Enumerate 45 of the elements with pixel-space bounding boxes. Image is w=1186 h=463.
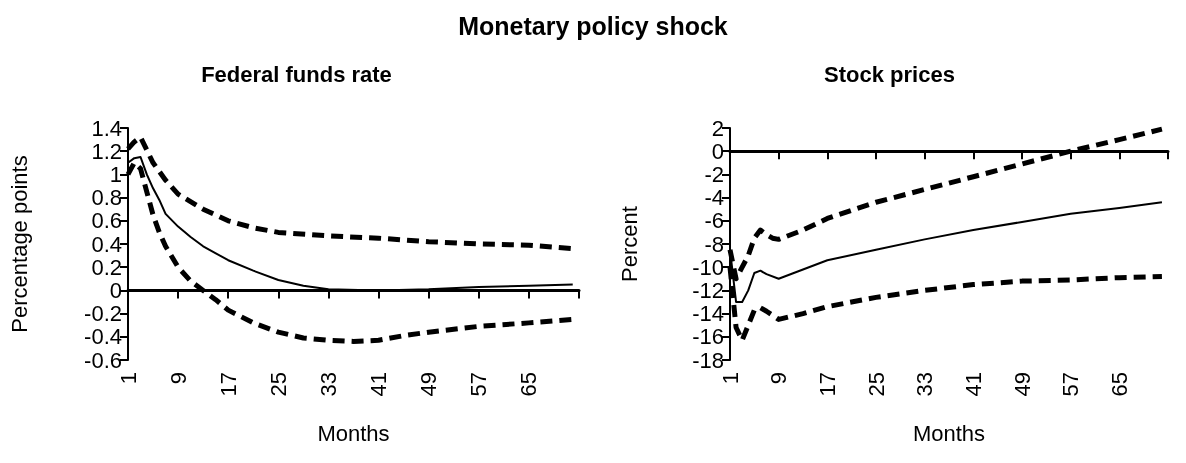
y-tick-label: 0.8 bbox=[91, 185, 122, 211]
y-tick-label: -18 bbox=[692, 347, 724, 373]
y-tick-label: -2 bbox=[704, 161, 724, 187]
text: Monetary policy shock bbox=[457, 12, 729, 41]
y-tick-label: -14 bbox=[692, 301, 724, 327]
x-tick-label: 57 bbox=[1058, 372, 1084, 397]
y-tick-label: 1 bbox=[109, 161, 122, 187]
x-tick-label: 41 bbox=[960, 372, 986, 397]
y-tick-label: -16 bbox=[692, 324, 724, 350]
x-tick-label: 49 bbox=[1009, 372, 1035, 397]
y-tick-label: -10 bbox=[692, 254, 724, 280]
y-tick-label: 0.4 bbox=[91, 231, 122, 257]
y-tick-label: 0.6 bbox=[91, 208, 122, 234]
x-tick-label: 33 bbox=[912, 372, 938, 397]
x-tick-label: 57 bbox=[466, 372, 492, 397]
y-tick-label: 1.4 bbox=[91, 115, 122, 141]
x-tick-label: 17 bbox=[814, 372, 840, 397]
y-tick-label: 0 bbox=[711, 138, 724, 164]
y-tick-label: -12 bbox=[692, 277, 724, 303]
x-tick-label: 65 bbox=[1106, 372, 1132, 397]
y-tick-label: 2 bbox=[711, 115, 724, 141]
x-tick-label: 65 bbox=[516, 372, 542, 397]
x-tick-label: 49 bbox=[416, 372, 442, 397]
y-tick-label: -0.6 bbox=[84, 347, 122, 373]
x-tick-label: 25 bbox=[863, 372, 889, 397]
y-tick-label: 0.2 bbox=[91, 254, 122, 280]
y-tick-label: 1.2 bbox=[91, 138, 122, 164]
x-tick-label: 25 bbox=[265, 372, 291, 397]
y-tick-label: 0 bbox=[109, 277, 122, 303]
x-tick-label: 9 bbox=[766, 372, 792, 385]
y-tick-label: -0.2 bbox=[84, 301, 122, 327]
x-axis-title: Months bbox=[317, 420, 390, 446]
y-tick-label: -6 bbox=[704, 208, 724, 234]
y-tick-label: -8 bbox=[704, 231, 724, 257]
chart-title: Stock prices bbox=[824, 61, 955, 87]
chart-title: Federal funds rate bbox=[201, 61, 392, 87]
y-axis-title: Percent bbox=[616, 206, 642, 282]
x-tick-label: 41 bbox=[366, 372, 392, 397]
x-tick-label: 17 bbox=[215, 372, 241, 397]
x-tick-label: 33 bbox=[315, 372, 341, 397]
y-tick-label: -0.4 bbox=[84, 324, 122, 350]
y-tick-label: -4 bbox=[704, 185, 724, 211]
y-axis-title: Percentage points bbox=[6, 155, 32, 333]
x-tick-label: 9 bbox=[165, 372, 191, 385]
x-axis-title: Months bbox=[912, 420, 986, 446]
